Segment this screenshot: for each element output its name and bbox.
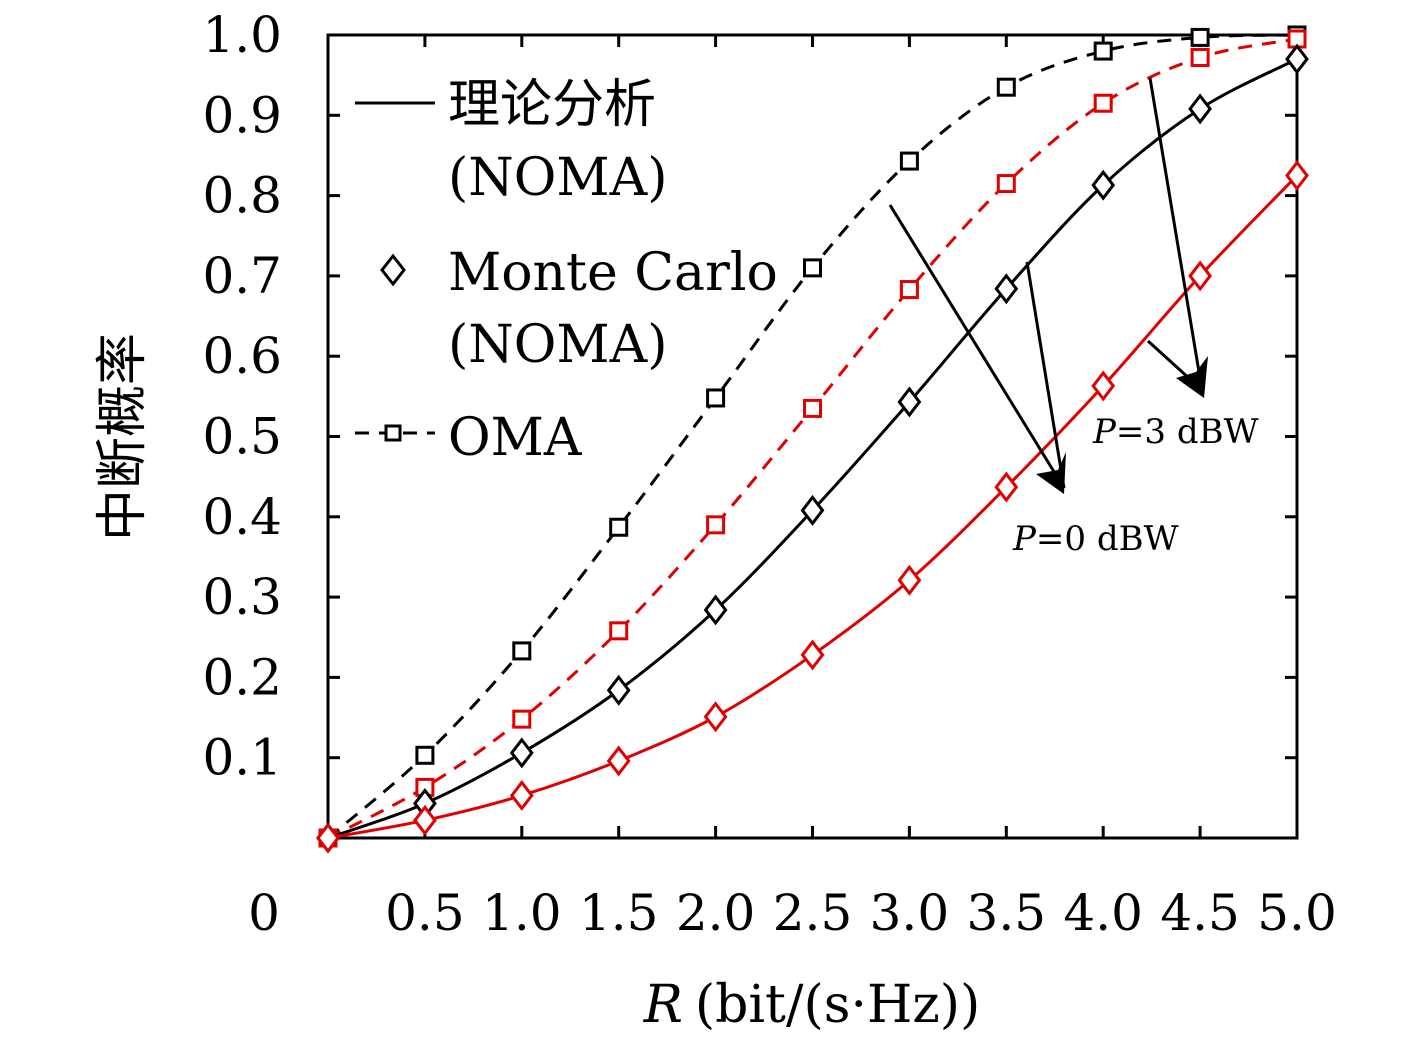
series-2-point-2 bbox=[509, 737, 534, 769]
arrow-p0-short bbox=[1025, 261, 1066, 489]
series-2-point-10 bbox=[1285, 43, 1309, 75]
series-2-point-4 bbox=[703, 594, 728, 626]
x-tick-label-8: 4.5 bbox=[1160, 884, 1240, 942]
annotation-p0-var: P bbox=[1012, 519, 1037, 559]
y-tick-label-8: 0.9 bbox=[202, 86, 282, 144]
y-tick-label-6: 0.7 bbox=[202, 247, 282, 305]
series-1-point-3 bbox=[609, 621, 629, 641]
legend-item-2-line2: (NOMA) bbox=[448, 315, 668, 375]
y-tick-label-5: 0.6 bbox=[202, 327, 282, 385]
x-tick-label-0: 0.5 bbox=[385, 884, 465, 942]
series-1-point-2 bbox=[512, 709, 532, 729]
annotation-p3-var: P bbox=[1092, 412, 1117, 452]
series-0-point-2 bbox=[512, 641, 532, 661]
legend-diamond-swatch bbox=[380, 253, 406, 287]
series-3-point-4 bbox=[703, 701, 728, 733]
series-line-0 bbox=[327, 33, 1298, 840]
x-tick-label-9: 5.0 bbox=[1257, 884, 1337, 942]
series-0-point-8 bbox=[1093, 41, 1113, 61]
series-3-point-6 bbox=[897, 564, 922, 596]
series-1-point-4 bbox=[706, 515, 726, 535]
legend: 理论分析 (NOMA) Monte Carlo (NOMA) OMA bbox=[355, 75, 778, 468]
series-3-point-10 bbox=[1285, 160, 1309, 191]
tick-labels: 0.5 1.0 1.5 2.0 2.5 3.0 3.5 4.0 4.5 5.0 0.1 0.2 0.3 0… bbox=[202, 6, 1336, 942]
y-tick-label-1: 0.2 bbox=[202, 648, 282, 706]
arrow-p3-long bbox=[1148, 77, 1204, 391]
series-1-point-6 bbox=[899, 280, 919, 300]
series-1-point-8 bbox=[1093, 93, 1113, 113]
y-tick-label-2: 0.3 bbox=[202, 568, 282, 626]
series-0-point-5 bbox=[803, 258, 822, 278]
x-axis-label-var: R bbox=[643, 975, 683, 1035]
series-3-point-1 bbox=[413, 804, 437, 836]
series-1-point-7 bbox=[996, 174, 1016, 194]
axis-ticks bbox=[328, 33, 1299, 838]
y-axis-label: 中断概率 bbox=[93, 333, 153, 541]
y-tick-label-0: 0.1 bbox=[202, 729, 282, 787]
series-3-point-7 bbox=[994, 471, 1019, 503]
y-tick-label-3: 0.4 bbox=[202, 488, 282, 546]
series-3-point-3 bbox=[606, 745, 631, 777]
x-tick-label-3: 2.0 bbox=[676, 884, 756, 942]
series-0-point-1 bbox=[415, 745, 435, 765]
series-1-point-9 bbox=[1190, 47, 1210, 67]
series-group bbox=[316, 25, 1309, 854]
series-2-point-3 bbox=[606, 674, 631, 706]
annotation-p3: P=3 dBW bbox=[1092, 412, 1259, 452]
x-tick-label-5: 3.0 bbox=[870, 884, 950, 942]
arrowhead-p0 bbox=[1036, 452, 1066, 494]
origin-label: 0 bbox=[248, 884, 280, 942]
series-0-point-7 bbox=[996, 77, 1016, 97]
x-tick-label-4: 2.5 bbox=[773, 884, 853, 942]
series-0-point-9 bbox=[1190, 27, 1210, 47]
arrow-p0-long bbox=[888, 204, 1066, 489]
series-3-point-8 bbox=[1091, 370, 1116, 402]
x-tick-label-2: 1.5 bbox=[579, 884, 659, 942]
series-line-3 bbox=[327, 174, 1299, 840]
x-tick-label-6: 3.5 bbox=[967, 884, 1047, 942]
series-2-point-8 bbox=[1091, 169, 1116, 201]
x-axis-label: R (bit/(s·Hz)) bbox=[643, 975, 981, 1035]
legend-square-swatch bbox=[384, 424, 402, 442]
x-axis-label-unit: (bit/(s·Hz)) bbox=[695, 975, 980, 1035]
series-3-point-0 bbox=[316, 822, 340, 854]
series-1-point-5 bbox=[803, 398, 822, 418]
arrowhead-p3 bbox=[1176, 356, 1208, 398]
x-tick-label-7: 4.0 bbox=[1063, 884, 1143, 942]
legend-item-2-line1: Monte Carlo bbox=[448, 243, 778, 303]
y-tick-label-9: 1.0 bbox=[202, 6, 282, 64]
annotation-p0: P=0 dBW bbox=[1012, 519, 1179, 559]
series-3-point-5 bbox=[800, 639, 825, 671]
series-3-point-2 bbox=[509, 779, 534, 811]
legend-item-1-line1: 理论分析 bbox=[448, 75, 656, 135]
annotation-arrows bbox=[888, 77, 1208, 494]
y-tick-label-7: 0.8 bbox=[202, 167, 282, 225]
legend-item-3-line1: OMA bbox=[448, 408, 583, 468]
x-tick-label-1: 1.0 bbox=[482, 884, 562, 942]
legend-item-1-line2: (NOMA) bbox=[448, 148, 668, 208]
series-3-point-9 bbox=[1188, 260, 1212, 292]
y-tick-label-4: 0.5 bbox=[202, 408, 282, 466]
series-2-point-6 bbox=[897, 386, 922, 418]
series-2-point-9 bbox=[1188, 93, 1212, 125]
series-line-2 bbox=[327, 57, 1298, 840]
annotation-p0-text: =0 dBW bbox=[1036, 519, 1179, 559]
series-0-point-3 bbox=[609, 517, 629, 537]
series-0-point-4 bbox=[706, 388, 726, 408]
series-2-point-5 bbox=[800, 494, 825, 526]
annotation-p3-text: =3 dBW bbox=[1116, 412, 1259, 452]
series-2-point-7 bbox=[994, 273, 1019, 305]
series-0-point-6 bbox=[899, 151, 919, 171]
